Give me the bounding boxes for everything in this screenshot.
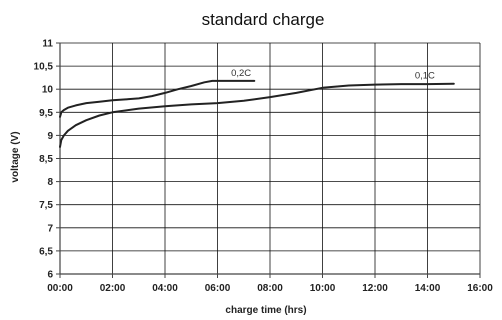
x-tick-label: 08:00 xyxy=(257,283,283,294)
y-tick-label: 9,5 xyxy=(39,108,53,119)
series-labels: 0,2C 0,1C xyxy=(231,68,435,82)
y-tick-label: 6,5 xyxy=(39,246,53,257)
x-tick-label: 06:00 xyxy=(205,283,231,294)
x-tick-label: 02:00 xyxy=(100,283,126,294)
x-tick-label: 14:00 xyxy=(415,283,441,294)
y-tick-label: 7 xyxy=(47,223,53,234)
series-line-0 xyxy=(59,79,256,118)
y-tick-label: 9 xyxy=(47,131,53,142)
y-tick-labels: 6 6,5 7 7,5 8 8,5 9 9,5 10 10,5 11 xyxy=(34,39,54,281)
y-tick-label: 11 xyxy=(42,39,53,50)
x-tick-label: 00:00 xyxy=(47,283,73,294)
series-label-1: 0,1C xyxy=(415,71,435,82)
y-tick-label: 10 xyxy=(42,85,54,96)
series-label-0: 0,2C xyxy=(231,68,251,79)
series-lines xyxy=(59,79,455,148)
x-tick-label: 12:00 xyxy=(362,283,388,294)
chart-title: standard charge xyxy=(202,10,325,29)
y-tick-label: 8,5 xyxy=(39,154,53,165)
x-tick-label: 04:00 xyxy=(152,283,178,294)
series-line-1 xyxy=(59,82,455,148)
y-tick-label: 6 xyxy=(47,270,53,281)
y-axis-label: voltage (V) xyxy=(10,131,21,182)
y-tick-label: 7,5 xyxy=(39,200,53,211)
x-tick-label: 10:00 xyxy=(310,283,336,294)
y-tick-label: 8 xyxy=(47,177,53,188)
x-axis-label: charge time (hrs) xyxy=(225,305,306,316)
x-tick-labels: 00:00 02:00 04:00 06:00 08:00 10:00 12:00 14:00… xyxy=(47,283,493,294)
axes xyxy=(56,42,481,278)
x-tick-label: 16:00 xyxy=(467,283,493,294)
y-tick-label: 10,5 xyxy=(34,62,54,73)
